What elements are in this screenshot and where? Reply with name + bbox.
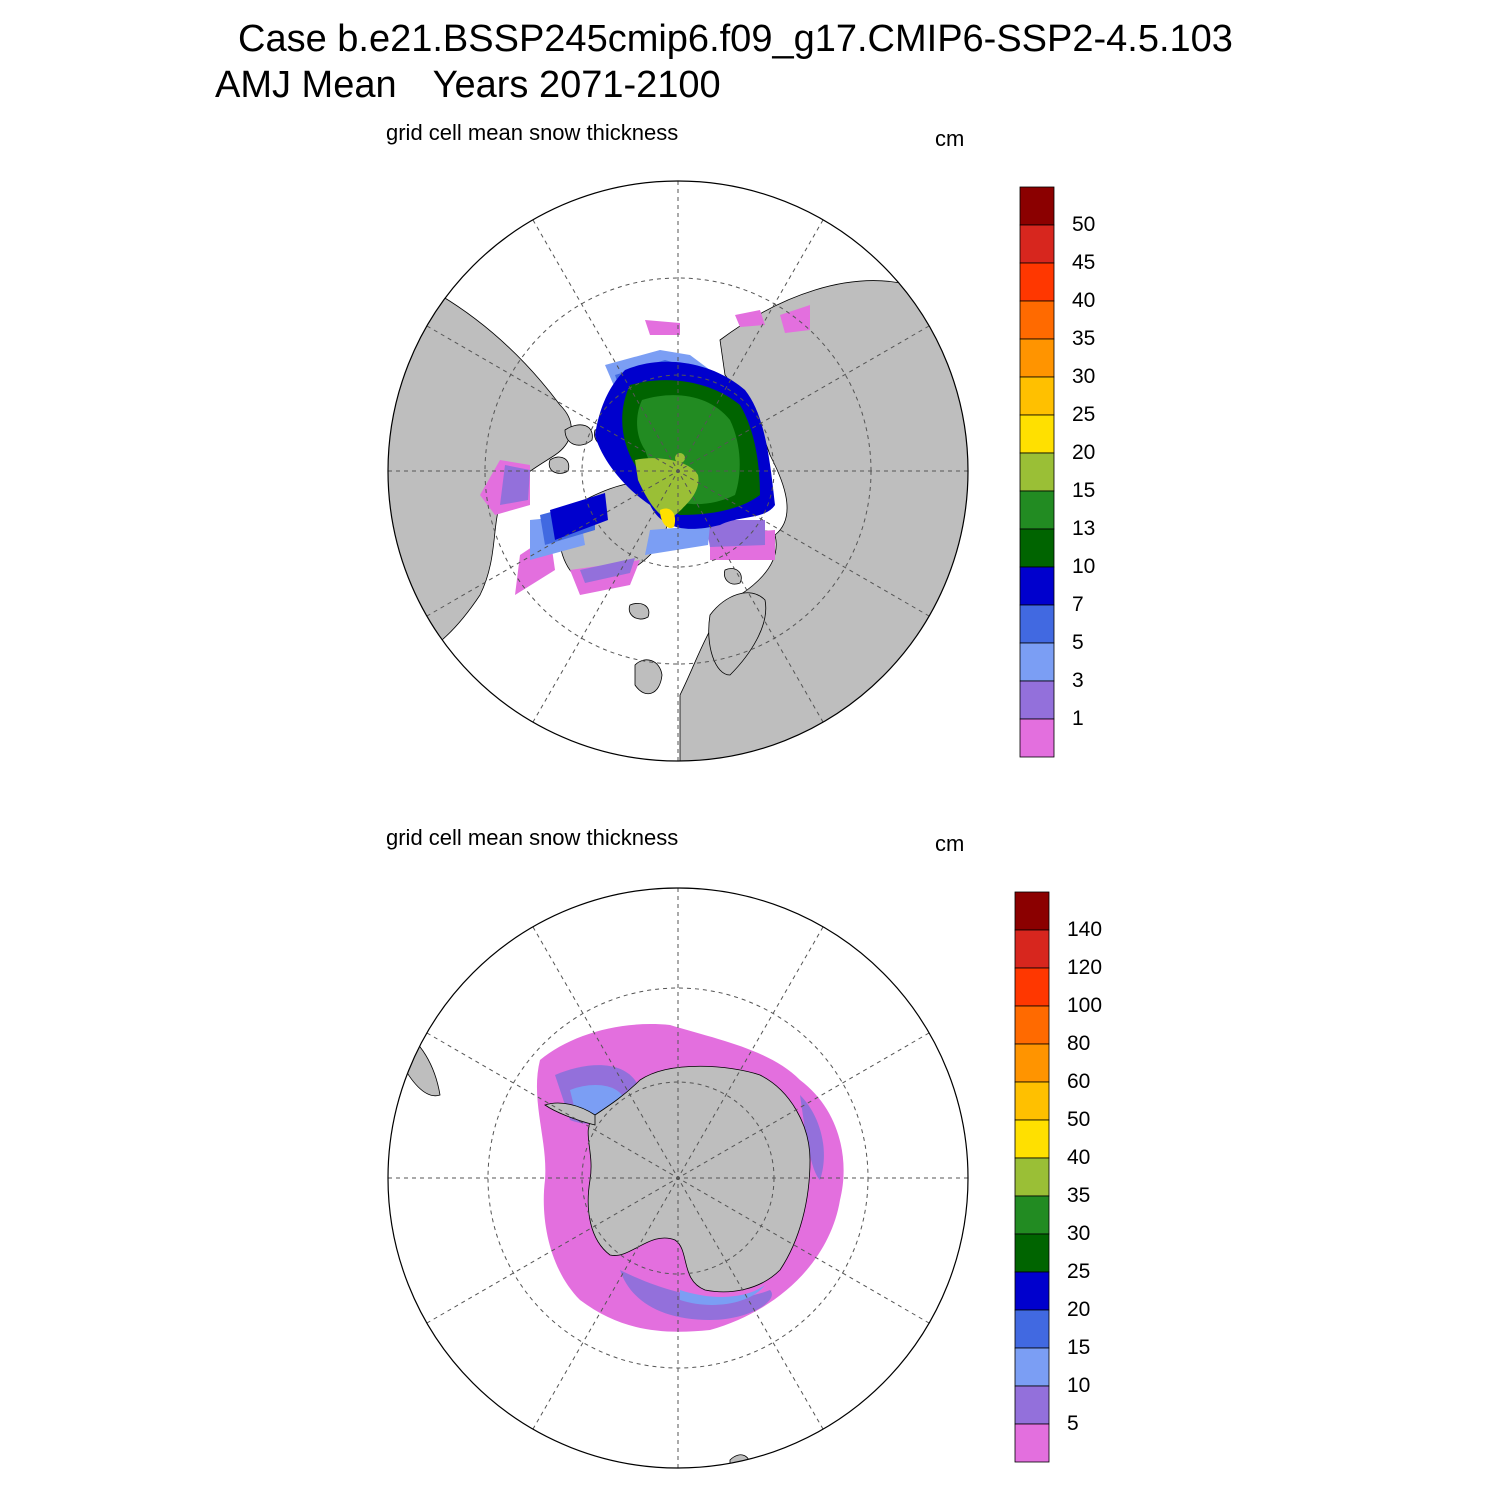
colorbar-cell [1019, 452, 1055, 492]
colorbar-tick-label: 20 [1067, 1298, 1091, 1321]
colorbar-tick-label: 20 [1072, 441, 1096, 464]
colorbar-tick-label: 25 [1067, 1260, 1091, 1283]
colorbar-tick-label: 1 [1072, 707, 1084, 730]
colorbar-cell [1014, 1157, 1050, 1197]
colorbar-cell [1014, 1119, 1050, 1159]
colorbar-tick-label: 15 [1067, 1336, 1091, 1359]
colorbar-cell [1014, 1423, 1050, 1463]
colorbar-tick-label: 30 [1072, 365, 1096, 388]
colorbar-tick-label: 25 [1072, 403, 1096, 426]
colorbar-cell [1019, 300, 1055, 340]
colorbar-tick-label: 45 [1072, 251, 1096, 274]
colorbar-tick-label: 40 [1072, 289, 1096, 312]
north-unit-label: cm [935, 126, 965, 151]
colorbar-cell [1019, 490, 1055, 530]
colorbar-tick-label: 50 [1067, 1108, 1091, 1131]
colorbar-cell [1019, 528, 1055, 568]
colorbar-cell [1014, 1347, 1050, 1387]
colorbar-cell [1019, 718, 1055, 758]
colorbar-tick-label: 120 [1067, 956, 1103, 979]
colorbar-cell [1019, 186, 1055, 226]
colorbar-tick-label: 60 [1067, 1070, 1091, 1093]
colorbar-tick-label: 50 [1072, 213, 1096, 236]
south-panel-title: grid cell mean snow thickness [386, 825, 679, 850]
north-snow-field [480, 305, 810, 595]
colorbar-tick-label: 40 [1067, 1146, 1091, 1169]
south-polar-map [387, 887, 969, 1469]
colorbar-cell [1014, 1043, 1050, 1083]
colorbar-tick-label: 3 [1072, 669, 1084, 692]
colorbar-tick-label: 10 [1067, 1374, 1091, 1397]
colorbar-cell [1014, 967, 1050, 1007]
north-polar-map [387, 180, 969, 762]
period-title: AMJ Mean Years 2071-2100 [215, 64, 721, 107]
south-map-border [387, 887, 969, 1469]
colorbar-cell [1019, 224, 1055, 264]
south-colorbar [1014, 891, 1050, 1463]
south-unit-label: cm [935, 831, 965, 856]
colorbar-cell [1019, 338, 1055, 378]
colorbar-tick-label: 100 [1067, 994, 1103, 1017]
south-graticule [388, 888, 968, 1468]
north-graticule [388, 181, 968, 761]
colorbar-tick-label: 35 [1067, 1184, 1091, 1207]
colorbar-cell [1014, 891, 1050, 931]
colorbar-tick-label: 140 [1067, 918, 1103, 941]
colorbar-cell [1019, 604, 1055, 644]
season-label: AMJ Mean [215, 64, 397, 106]
colorbar-tick-label: 30 [1067, 1222, 1091, 1245]
colorbar-cell [1014, 929, 1050, 969]
colorbar-tick-label: 7 [1072, 593, 1084, 616]
north-map-border [387, 180, 969, 762]
colorbar-tick-label: 80 [1067, 1032, 1091, 1055]
colorbar-tick-label: 10 [1072, 555, 1096, 578]
colorbar-tick-label: 15 [1072, 479, 1096, 502]
colorbar-cell [1019, 642, 1055, 682]
colorbar-cell [1019, 566, 1055, 606]
colorbar-cell [1019, 414, 1055, 454]
colorbar-cell [1014, 1271, 1050, 1311]
colorbar-cell [1014, 1005, 1050, 1045]
colorbar-cell [1019, 680, 1055, 720]
colorbar-cell [1014, 1309, 1050, 1349]
colorbar-cell [1019, 376, 1055, 416]
case-title: Case b.e21.BSSP245cmip6.f09_g17.CMIP6-SS… [238, 18, 1233, 60]
colorbar-cell [1014, 1195, 1050, 1235]
years-label: Years 2071-2100 [432, 64, 721, 106]
colorbar-cell [1014, 1385, 1050, 1425]
colorbar-cell [1019, 262, 1055, 302]
colorbar-tick-label: 13 [1072, 517, 1096, 540]
colorbar-cell [1014, 1233, 1050, 1273]
colorbar-tick-label: 5 [1072, 631, 1084, 654]
colorbar-tick-label: 5 [1067, 1412, 1079, 1435]
colorbar-tick-label: 35 [1072, 327, 1096, 350]
north-panel-title: grid cell mean snow thickness [386, 120, 679, 145]
north-colorbar [1019, 186, 1055, 758]
colorbar-cell [1014, 1081, 1050, 1121]
